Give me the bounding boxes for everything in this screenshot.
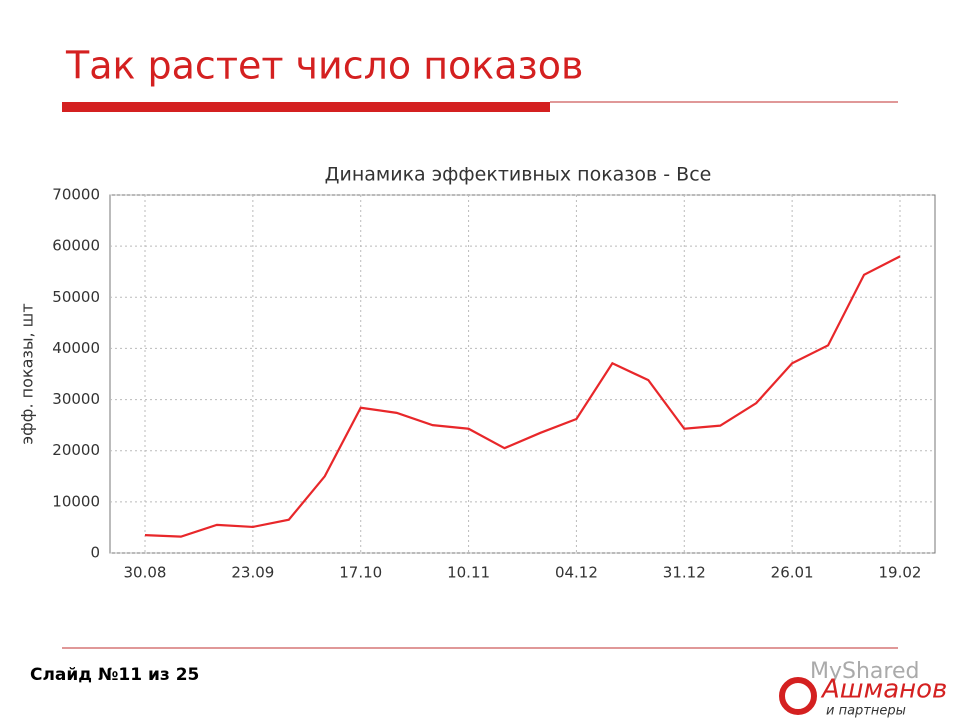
x-tick-label: 23.09 <box>231 564 274 582</box>
plot-frame <box>109 194 936 554</box>
footer-text: Слайд №11 из 25 <box>30 665 199 685</box>
y-tick-label: 30000 <box>52 390 100 408</box>
x-tick-label: 04.12 <box>555 564 598 582</box>
chart-title: Динамика эффективных показов - Все <box>325 164 712 186</box>
y-tick-label: 60000 <box>52 237 100 255</box>
y-tick-label: 50000 <box>52 288 100 306</box>
title-bar <box>62 102 550 112</box>
logo-main: Ашманов <box>820 675 947 705</box>
x-tick-label: 31.12 <box>663 564 706 582</box>
y-axis-label: эфф. показы, шт <box>18 303 37 444</box>
x-tick-label: 30.08 <box>124 564 167 582</box>
data-line <box>144 255 901 538</box>
logo-sub: и партнеры <box>826 704 906 719</box>
y-tick-label: 20000 <box>52 441 100 459</box>
y-tick-label: 70000 <box>52 186 100 204</box>
x-tick-label: 10.11 <box>447 564 490 582</box>
y-tick-label: 0 <box>90 544 100 562</box>
logo-top: MyShared <box>810 659 919 684</box>
x-tick-label: 26.01 <box>771 564 814 582</box>
y-tick-label: 40000 <box>52 339 100 357</box>
x-tick-label: 19.02 <box>879 564 922 582</box>
y-tick-label: 10000 <box>52 492 100 510</box>
slide-title: Так растет число показов <box>65 44 583 88</box>
x-tick-label: 17.10 <box>339 564 382 582</box>
logo-icon <box>779 677 817 715</box>
